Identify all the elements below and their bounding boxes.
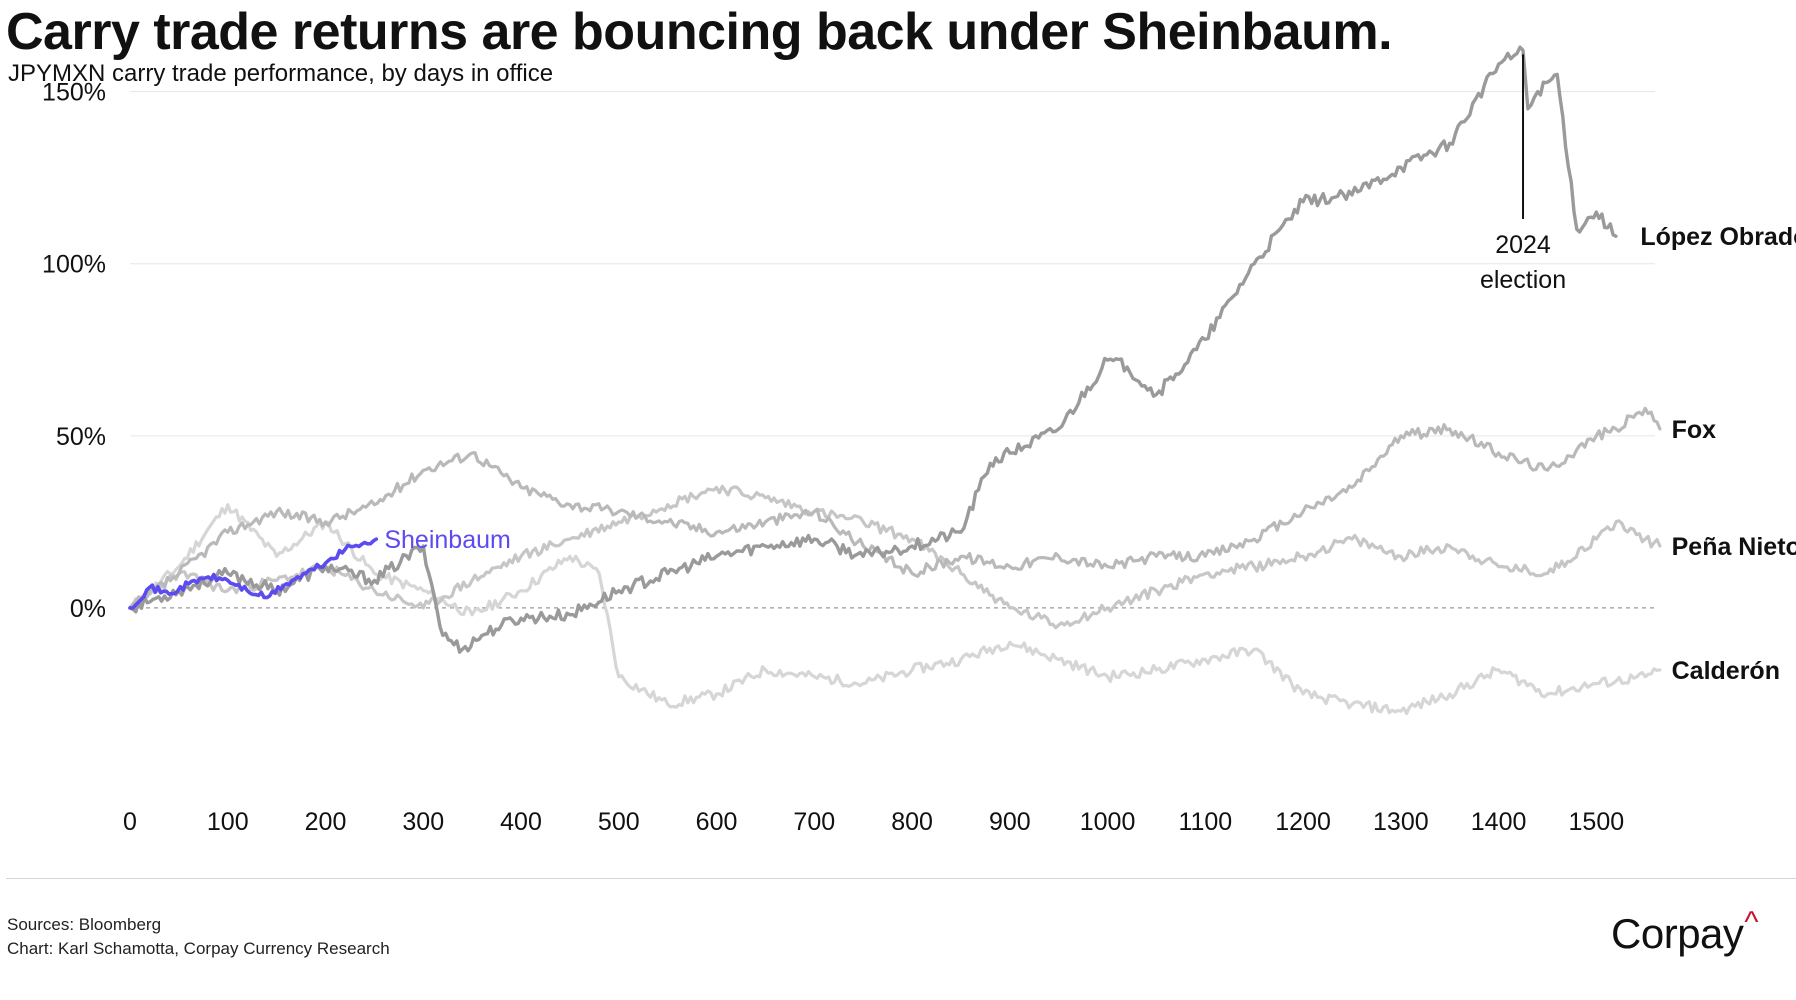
x-tick-label: 1300 [1373, 808, 1429, 836]
series-label-fox: Fox [1672, 416, 1717, 444]
annotation-line-1: 2024 [1495, 231, 1551, 259]
x-tick-label: 1200 [1275, 808, 1331, 836]
series-line-pena-nieto [128, 484, 1662, 630]
x-tick-label: 1500 [1569, 808, 1625, 836]
logo-mark: ^ [1744, 906, 1758, 939]
chart-subtitle: JPYMXN carry trade performance, by days … [8, 60, 554, 87]
sources-note: Sources: Bloomberg [7, 915, 162, 934]
series-label-pena-nieto: Peña Nieto [1672, 533, 1796, 561]
x-tick-label: 0 [123, 808, 137, 836]
x-tick-label: 700 [793, 808, 835, 836]
series-label-sheinbaum: Sheinbaum [384, 526, 510, 554]
x-tick-label: 1100 [1178, 808, 1232, 836]
series-line-sheinbaum [128, 537, 379, 610]
x-tick-label: 1400 [1471, 808, 1527, 836]
corpay-logo: Corpay^ [1611, 906, 1758, 958]
series-line-fox [128, 406, 1662, 610]
footer-divider [6, 878, 1796, 879]
x-tick-label: 500 [598, 808, 640, 836]
x-tick-label: 1000 [1080, 808, 1136, 836]
x-tick-label: 800 [891, 808, 933, 836]
series-line-lopez-obrador [128, 45, 1618, 654]
x-tick-label: 300 [402, 808, 444, 836]
x-tick-label: 200 [305, 808, 347, 836]
series-line-calderon [128, 503, 1662, 716]
annotation-line-2: election [1480, 266, 1566, 294]
y-tick-label: 150% [42, 79, 106, 107]
chart-title: Carry trade returns are bouncing back un… [6, 3, 1393, 61]
x-tick-label: 400 [500, 808, 542, 836]
series-label-calderon: Calderón [1672, 657, 1780, 685]
y-tick-label: 100% [42, 251, 106, 279]
x-tick-label: 100 [207, 808, 249, 836]
x-tick-label: 900 [989, 808, 1031, 836]
line-chart: 0% 50% 100% 150% 0 100 200 300 400 500 600 700 800 90… [42, 45, 1796, 836]
y-tick-label: 50% [56, 423, 106, 451]
x-tick-label: 600 [696, 808, 738, 836]
logo-text: Corpay [1611, 910, 1744, 957]
y-tick-label: 0% [70, 595, 106, 623]
series-label-lopez-obrador: López Obrador [1640, 223, 1796, 251]
chart-credit: Chart: Karl Schamotta, Corpay Currency R… [7, 939, 390, 958]
